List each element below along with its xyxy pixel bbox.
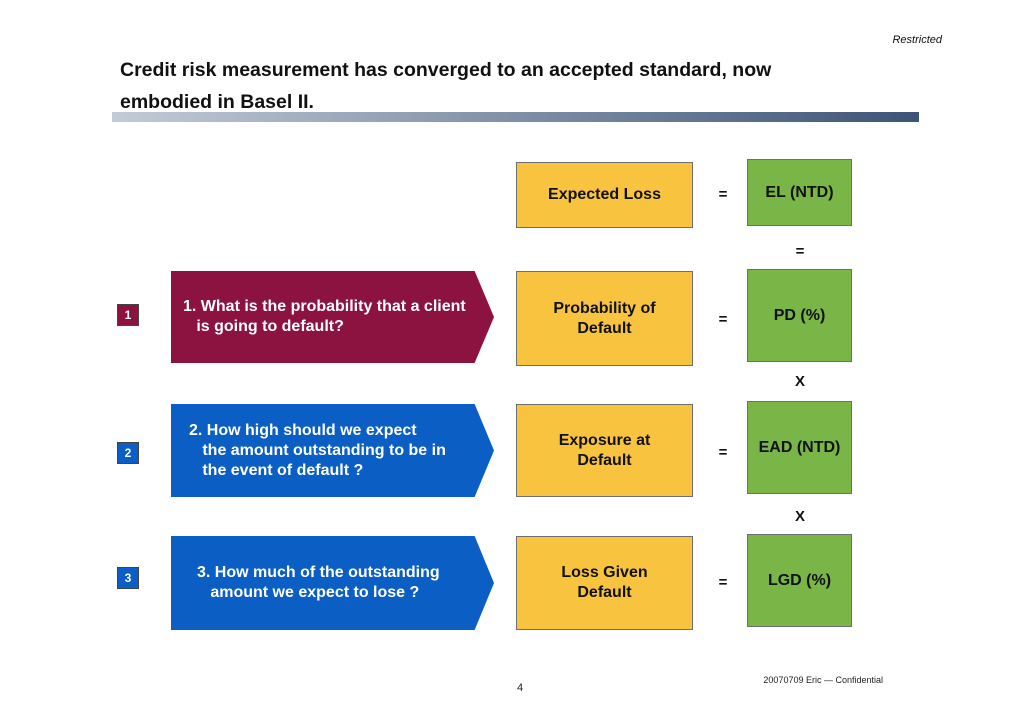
el-ntd-box: EL (NTD) bbox=[747, 159, 852, 226]
equals-sign-lgd: = bbox=[718, 574, 728, 591]
restricted-label: Restricted bbox=[892, 34, 942, 46]
equals-sign-pd: = bbox=[718, 311, 728, 328]
step-badge-2: 2 bbox=[117, 442, 139, 464]
pd-percent-box: PD (%) bbox=[747, 269, 852, 362]
question-text-1: 1. What is the probability that a client… bbox=[183, 298, 466, 335]
probability-of-default-box: Probability of Default bbox=[516, 271, 693, 366]
question-chevron-1: 1. What is the probability that a client… bbox=[171, 271, 494, 363]
page-number: 4 bbox=[516, 682, 524, 694]
operator-equals: = bbox=[795, 243, 805, 260]
footer-confidential-note: 20070709 Eric — Confidential bbox=[763, 675, 883, 685]
loss-given-default-box: Loss Given Default bbox=[516, 536, 693, 630]
question-text-3: 3. How much of the outstanding amount we… bbox=[197, 564, 440, 601]
equals-sign-el: = bbox=[718, 186, 728, 203]
operator-multiply-1: X bbox=[794, 373, 805, 390]
question-chevron-3: 3. How much of the outstanding amount we… bbox=[171, 536, 494, 630]
equals-sign-ead: = bbox=[718, 444, 728, 461]
question-text-2: 2. How high should we expect the amount … bbox=[189, 421, 446, 479]
expected-loss-box: Expected Loss bbox=[516, 162, 693, 228]
step-badge-1: 1 bbox=[117, 304, 139, 326]
lgd-percent-box: LGD (%) bbox=[747, 534, 852, 627]
question-chevron-2: 2. How high should we expect the amount … bbox=[171, 404, 494, 497]
title-line-2: embodied in Basel II. bbox=[120, 91, 314, 113]
operator-multiply-2: X bbox=[794, 508, 805, 525]
step-badge-3: 3 bbox=[117, 567, 139, 589]
title-line-1: Credit risk measurement has converged to… bbox=[120, 59, 772, 81]
title-underline-bar bbox=[112, 112, 919, 122]
ead-ntd-box: EAD (NTD) bbox=[747, 401, 852, 494]
page-title: Credit risk measurement has converged to… bbox=[120, 54, 900, 118]
exposure-at-default-box: Exposure at Default bbox=[516, 404, 693, 497]
